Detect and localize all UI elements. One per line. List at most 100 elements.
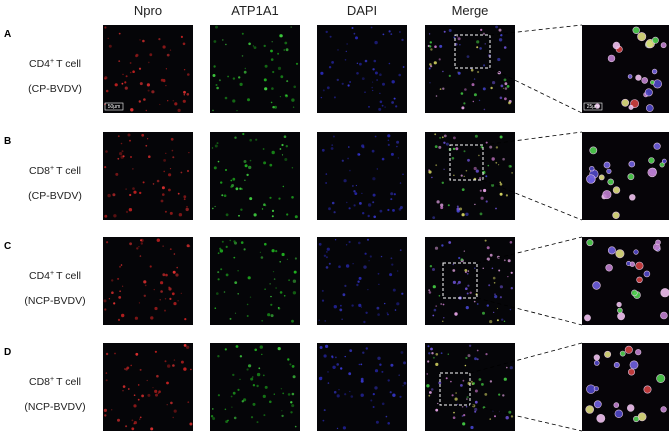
cell-dot: [372, 68, 375, 71]
cell-dot: [379, 73, 382, 76]
cell-dot: [318, 376, 323, 381]
cell-dot: [465, 306, 469, 310]
cell-dot: [325, 256, 328, 259]
zoom-cell: [602, 190, 612, 200]
cell-dot: [267, 313, 271, 317]
cell-dot: [470, 68, 474, 72]
zoom-connector: [489, 24, 583, 36]
cell-dot: [279, 34, 283, 38]
cell-dot: [365, 347, 368, 350]
cell-dot: [326, 247, 330, 251]
cell-dot: [460, 174, 463, 177]
cell-dot: [212, 408, 214, 410]
column-header: ATP1A1: [231, 3, 278, 18]
cell-dot: [225, 43, 227, 46]
cell-dot: [335, 356, 337, 359]
cell-dot: [396, 140, 400, 144]
cell-dot: [467, 354, 471, 358]
cell-dot: [237, 293, 239, 295]
cell-dot: [459, 207, 463, 211]
cell-dot: [485, 141, 488, 144]
cell-dot: [372, 89, 374, 92]
cell-dot: [243, 160, 247, 163]
cell-dot: [331, 144, 334, 147]
cell-dot: [182, 99, 186, 103]
cell-dot: [165, 84, 167, 87]
cell-dot: [186, 244, 190, 248]
cell-dot: [507, 259, 511, 263]
cell-dot: [183, 195, 187, 199]
cell-dot: [359, 202, 362, 205]
cell-dot: [129, 62, 132, 64]
cell-dot: [117, 318, 121, 321]
cell-dot: [440, 303, 443, 305]
cell-dot: [460, 258, 464, 261]
cell-dot: [290, 26, 292, 28]
cell-dot: [381, 370, 384, 373]
micrograph: [103, 343, 193, 431]
cell-dot: [170, 401, 173, 405]
cell-dot: [105, 379, 108, 382]
cell-dot: [246, 315, 249, 317]
cell-dot: [384, 106, 386, 108]
cell-dot: [144, 284, 147, 287]
cell-dot: [435, 305, 438, 307]
cell-dot: [325, 182, 327, 184]
cell-dot: [248, 42, 251, 46]
cell-dot: [395, 105, 398, 108]
cell-dot: [430, 347, 433, 351]
micrograph: [425, 237, 515, 325]
cell-dot: [390, 33, 393, 35]
cell-dot: [326, 86, 330, 90]
cell-dot: [283, 49, 286, 51]
cell-dot: [327, 371, 329, 373]
micrograph: [210, 343, 300, 431]
cell-dot: [508, 164, 512, 168]
micrograph: [425, 25, 515, 113]
cell-dot: [218, 79, 221, 82]
cell-dot: [279, 261, 282, 263]
cell-dot: [479, 212, 483, 216]
cell-dot: [434, 246, 439, 250]
cell-dot: [478, 378, 482, 381]
cell-dot: [279, 96, 281, 98]
cell-dot: [232, 77, 236, 80]
cell-dot: [294, 215, 298, 219]
cell-dot: [180, 171, 183, 174]
cell-dot: [391, 101, 394, 104]
cell-dot: [474, 267, 476, 269]
cell-dot: [264, 87, 268, 91]
cell-dot: [428, 352, 431, 355]
cell-dot: [143, 98, 146, 101]
cell-dot: [341, 82, 344, 85]
cell-dot: [231, 406, 233, 408]
cell-dot: [442, 303, 445, 306]
cell-dot: [429, 45, 432, 48]
cell-dot: [367, 203, 372, 207]
cell-dot: [344, 393, 347, 396]
cell-dot: [162, 245, 164, 247]
cell-dot: [332, 365, 336, 369]
cell-dot: [504, 87, 508, 90]
cell-dot: [146, 379, 148, 382]
cell-dot: [489, 145, 493, 149]
cell-dot: [141, 394, 145, 398]
zoom-cell: [626, 260, 632, 266]
cell-dot: [328, 207, 331, 211]
cell-dot: [371, 149, 375, 153]
cell-dot: [322, 89, 325, 92]
cell-dot: [213, 65, 216, 68]
cell-dot: [238, 214, 240, 217]
cell-dot: [493, 282, 496, 284]
cell-dot: [133, 394, 136, 397]
cell-dot: [235, 187, 239, 191]
cell-dot: [273, 278, 276, 280]
cell-dot: [474, 410, 477, 413]
cell-dot: [249, 138, 252, 142]
zoom-cell: [617, 307, 623, 314]
cell-dot: [463, 414, 466, 417]
cell-dot: [180, 360, 184, 364]
cell-dot: [323, 354, 327, 358]
cell-dot: [138, 246, 140, 248]
cell-dot: [225, 273, 229, 277]
